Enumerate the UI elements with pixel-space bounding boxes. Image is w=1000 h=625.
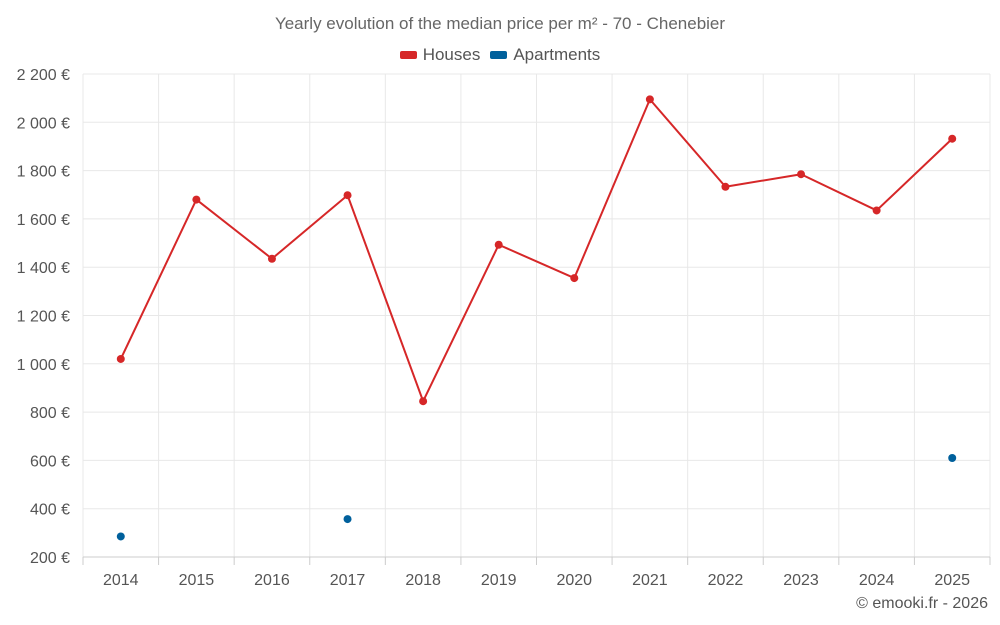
legend-swatch-apartments — [490, 51, 508, 59]
data-point-houses — [419, 397, 428, 406]
legend-item-apartments[interactable]: Apartments — [490, 45, 600, 65]
y-tick-label: 2 200 € — [17, 67, 70, 84]
x-tick-label: 2022 — [708, 572, 744, 589]
data-point-apartments — [948, 453, 957, 462]
data-point-houses — [645, 95, 654, 104]
data-point-houses — [948, 134, 957, 143]
y-tick-label: 1 200 € — [17, 309, 70, 326]
x-tick-label: 2014 — [103, 572, 139, 589]
x-tick-label: 2018 — [405, 572, 441, 589]
y-tick-label: 1 000 € — [17, 357, 70, 374]
y-tick-label: 600 € — [30, 453, 70, 470]
legend-label-apartments: Apartments — [513, 45, 601, 64]
data-point-apartments — [116, 532, 125, 541]
y-tick-label: 2 000 € — [17, 115, 70, 132]
series — [116, 95, 957, 541]
y-tick-label: 1 400 € — [17, 260, 70, 277]
x-tick-label: 2015 — [179, 572, 215, 589]
x-tick-label: 2019 — [481, 572, 517, 589]
data-point-houses — [721, 182, 730, 191]
data-point-houses — [343, 191, 352, 200]
data-point-apartments — [343, 515, 352, 524]
credit: © emooki.fr - 2026 — [856, 595, 988, 612]
x-tick-label: 2016 — [254, 572, 290, 589]
data-point-houses — [192, 195, 201, 204]
legend: Houses Apartments — [0, 45, 1000, 65]
y-tick-label: 400 € — [30, 502, 70, 519]
data-point-houses — [797, 170, 806, 179]
data-point-houses — [494, 240, 503, 249]
chart-title: Yearly evolution of the median price per… — [274, 14, 726, 33]
legend-item-houses[interactable]: Houses — [399, 45, 481, 65]
x-tick-label: 2023 — [783, 572, 819, 589]
x-tick-label: 2021 — [632, 572, 668, 589]
y-tick-label: 1 600 € — [17, 212, 70, 229]
series-line-houses — [119, 98, 953, 403]
y-tick-label: 1 800 € — [17, 164, 70, 181]
legend-swatch-houses — [399, 51, 417, 59]
y-tick-label: 200 € — [30, 550, 70, 567]
data-point-houses — [872, 206, 881, 215]
data-point-houses — [570, 274, 579, 283]
data-point-houses — [267, 254, 276, 263]
x-tick-label: 2025 — [934, 572, 970, 589]
grid — [82, 73, 991, 558]
y-tick-label: 800 € — [30, 405, 70, 422]
data-point-houses — [116, 354, 125, 363]
legend-label-houses: Houses — [422, 45, 481, 64]
x-tick-label: 2017 — [330, 572, 366, 589]
x-tick-label: 2020 — [556, 572, 592, 589]
axes: 200 € 400 € 600 € 800 € 1 000 € 1 200 € 1 400 … — [17, 67, 991, 589]
x-tick-label: 2024 — [859, 572, 895, 589]
